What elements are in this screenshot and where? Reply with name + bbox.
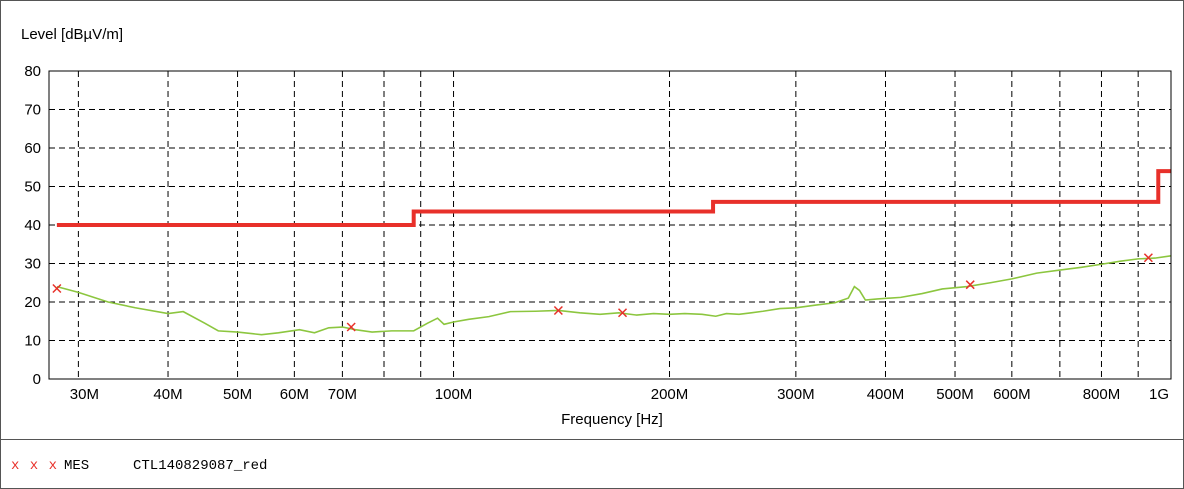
- x-tick-label: 70M: [328, 386, 357, 403]
- measurement-marker: [553, 305, 563, 316]
- legend-series-name: CTL140829087_red: [133, 458, 268, 474]
- limit-line: [56, 169, 1171, 227]
- x-tick-label: 300M: [777, 386, 815, 403]
- measurement-marker: [965, 280, 975, 290]
- y-tick-label: 0: [33, 371, 41, 388]
- y-axis-label: Level [dBµV/m]: [21, 26, 123, 43]
- x-axis-label: Frequency [Hz]: [561, 411, 663, 428]
- y-tick-label: 50: [24, 179, 41, 196]
- y-tick-label: 40: [24, 217, 41, 234]
- measurement-marker: [1143, 253, 1153, 263]
- measurement-marker: [52, 283, 62, 294]
- x-tick-label: 100M: [435, 386, 473, 403]
- y-tick-label: 60: [24, 140, 41, 157]
- y-tick-label: 10: [24, 333, 41, 350]
- x-tick-label: 60M: [280, 386, 309, 403]
- x-tick-label: 30M: [70, 386, 99, 403]
- measurement-marker: [617, 308, 628, 318]
- emission-chart: Level [dBµV/m] Frequency [Hz] 0 10 20 30 40 5…: [21, 26, 1172, 428]
- y-tick-label: 80: [24, 63, 41, 80]
- x-tick-label: 1G: [1149, 386, 1169, 403]
- measurement-marker: [346, 322, 356, 332]
- legend-series-code: MES: [64, 458, 90, 474]
- legend-marker-symbols: x x x: [11, 458, 59, 474]
- x-tick-label: 50M: [223, 386, 252, 403]
- y-tick-label: 30: [24, 256, 41, 273]
- series: [52, 169, 1172, 336]
- x-tick-label: 800M: [1083, 386, 1121, 403]
- x-tick-label: 600M: [993, 386, 1031, 403]
- x-tick-label: 40M: [153, 386, 182, 403]
- tick-labels: 0 10 20 30 40 50 60 70 80 30M 40M 50M 60M 70M 100M 200M…: [24, 63, 1169, 403]
- plot-area: [48, 70, 1172, 380]
- x-tick-label: 500M: [936, 386, 974, 403]
- x-tick-label: 400M: [867, 386, 905, 403]
- x-tick-label: 200M: [651, 386, 689, 403]
- legend: x x x MES CTL140829087_red: [1, 439, 1183, 488]
- measurement-trace: [56, 255, 1172, 336]
- y-tick-label: 70: [24, 102, 41, 119]
- y-tick-label: 20: [24, 294, 41, 311]
